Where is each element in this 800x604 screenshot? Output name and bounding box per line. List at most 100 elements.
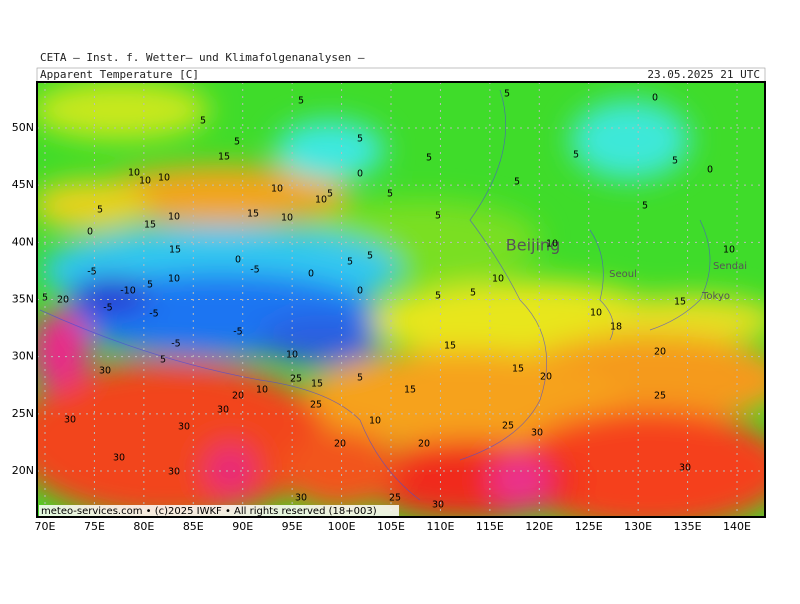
contour-label: 30 (99, 366, 111, 377)
contour-label: 10 (168, 212, 180, 223)
lat-label: 50N (12, 121, 34, 134)
contour-label: 5 (435, 211, 441, 222)
footer-bg (39, 505, 399, 516)
contour-label: 5 (470, 288, 476, 299)
lon-label: 120E (525, 520, 553, 533)
contour-label: 5 (387, 189, 393, 200)
contour-label: 20 (232, 391, 244, 402)
contour-label: 5 (357, 134, 363, 145)
contour-label: 30 (178, 422, 190, 433)
contour-label: 10 (286, 350, 298, 361)
contour-label: 15 (218, 152, 230, 163)
contour-label: 10 (271, 184, 283, 195)
contour-label: -5 (103, 303, 112, 314)
contour-label: 0 (87, 227, 93, 238)
contour-label: 5 (504, 89, 510, 100)
contour-label: 10 (281, 213, 293, 224)
contour-label: 30 (64, 415, 76, 426)
source-line: CETA – Inst. f. Wetter– und Klimafolgena… (40, 51, 365, 64)
city-label: Tokyo (701, 291, 730, 302)
map-title: Apparent Temperature [C] (40, 68, 199, 81)
contour-label: 5 (147, 280, 153, 291)
temperature-field (37, 82, 765, 517)
contour-label: 10 (168, 274, 180, 285)
lat-label: 35N (12, 293, 34, 306)
contour-label: 5 (357, 373, 363, 384)
contour-label: 30 (531, 428, 543, 439)
contour-label: 5 (435, 291, 441, 302)
contour-label: 0 (357, 286, 363, 297)
contour-label: 5 (347, 257, 353, 268)
contour-label: -5 (233, 327, 242, 338)
lat-label: 40N (12, 235, 34, 248)
lon-label: 80E (133, 520, 154, 533)
contour-label: 5 (367, 251, 373, 262)
contour-label: 20 (654, 347, 666, 358)
contour-label: 30 (432, 500, 444, 511)
city-label: Sendai (713, 261, 747, 272)
lat-label: 20N (12, 464, 34, 477)
contour-label: 30 (679, 463, 691, 474)
contour-label: 5 (327, 189, 333, 200)
contour-label: 25 (290, 374, 302, 385)
contour-label: 10 (590, 308, 602, 319)
contour-label: 10 (723, 245, 735, 256)
contour-label: 30 (168, 467, 180, 478)
contour-label: 10 (128, 168, 140, 179)
contour-label: 0 (235, 255, 241, 266)
contour-label: 15 (512, 364, 524, 375)
contour-label: 15 (311, 379, 323, 390)
contour-label: 30 (295, 493, 307, 504)
contour-label: 15 (144, 220, 156, 231)
contour-label: 15 (247, 209, 259, 220)
contour-label: 25 (389, 493, 401, 504)
contour-label: 5 (298, 96, 304, 107)
contour-label: 18 (610, 322, 622, 333)
contour-label: 15 (444, 341, 456, 352)
contour-label: 20 (540, 372, 552, 383)
lat-label: 25N (12, 407, 34, 420)
contour-label: 0 (357, 169, 363, 180)
contour-label: -10 (120, 286, 136, 297)
contour-label: 30 (217, 405, 229, 416)
lon-label: 130E (624, 520, 652, 533)
contour-label: 5 (642, 201, 648, 212)
lat-label: 45N (12, 178, 34, 191)
contour-label: 10 (492, 274, 504, 285)
contour-label: 0 (707, 165, 713, 176)
map-frame (36, 81, 766, 518)
contour-label: 25 (310, 400, 322, 411)
contour-label: 5 (573, 150, 579, 161)
lon-label: 70E (35, 520, 56, 533)
lon-label: 75E (84, 520, 105, 533)
contour-label: 5 (514, 177, 520, 188)
contour-label: 20 (57, 295, 69, 306)
lon-label: 110E (426, 520, 454, 533)
contour-label: 10 (546, 239, 558, 250)
city-label: Seoul (609, 269, 637, 280)
lon-label: 95E (282, 520, 303, 533)
contour-label: 15 (674, 297, 686, 308)
lon-label: 90E (232, 520, 253, 533)
contour-label: -5 (171, 339, 180, 350)
city-label: Beijing (506, 236, 560, 255)
lon-label: 85E (183, 520, 204, 533)
contour-label: 5 (200, 116, 206, 127)
contour-label: 15 (404, 385, 416, 396)
lon-label: 125E (575, 520, 603, 533)
contour-label: 25 (654, 391, 666, 402)
contour-label: 15 (169, 245, 181, 256)
lon-label: 135E (674, 520, 702, 533)
contour-label: 30 (113, 453, 125, 464)
contour-label: 20 (418, 439, 430, 450)
contour-label: 5 (234, 137, 240, 148)
contour-label: 10 (139, 176, 151, 187)
lon-label: 100E (328, 520, 356, 533)
contour-label: 5 (160, 355, 166, 366)
contour-label: 5 (42, 293, 48, 304)
map-date: 23.05.2025 21 UTC (647, 68, 760, 81)
contour-label: -5 (87, 267, 96, 278)
lat-label: 30N (12, 350, 34, 363)
